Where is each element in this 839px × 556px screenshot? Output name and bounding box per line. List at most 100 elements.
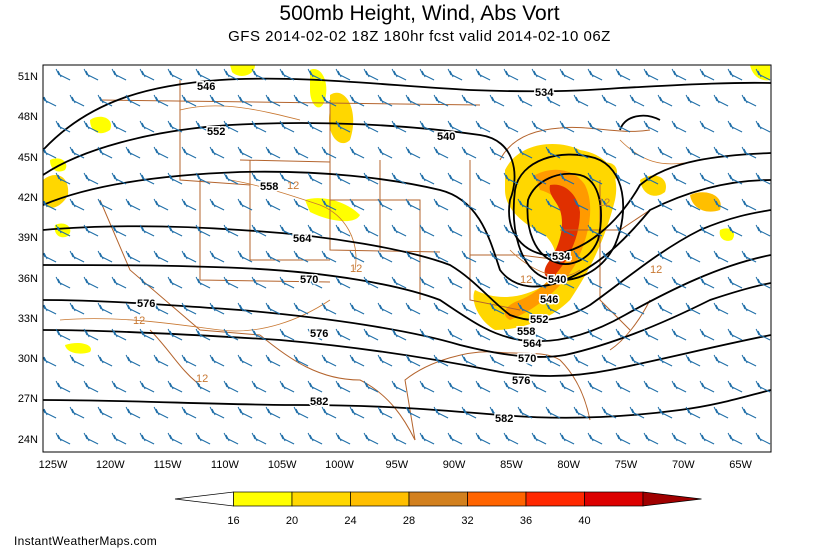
wind-barb (685, 302, 701, 315)
wind-barb (713, 354, 729, 367)
wind-barb (573, 406, 589, 419)
wind-barb (321, 250, 337, 263)
wind-barb (503, 328, 519, 341)
wind-barb (223, 68, 239, 81)
wind-barb (321, 406, 337, 419)
colorbar-tick-label: 20 (285, 515, 299, 527)
wind-barb (573, 302, 589, 315)
wind-barb (671, 432, 687, 445)
wind-barb (335, 276, 351, 289)
wind-barb (55, 68, 71, 81)
wind-barb (531, 380, 547, 393)
wind-barb (755, 68, 771, 81)
wind-barb (307, 68, 323, 81)
wind-barb (237, 198, 253, 211)
longitude-label: 80W (557, 459, 580, 471)
colorbar-segment (350, 491, 410, 507)
wind-barb (559, 224, 575, 237)
wind-barb (181, 302, 197, 315)
wind-barb (83, 68, 99, 81)
wind-barb (181, 250, 197, 263)
wind-barb (251, 224, 267, 237)
wind-barb (657, 354, 673, 367)
latitude-label: 30N (17, 353, 38, 366)
wind-barb (559, 328, 575, 341)
wind-barb (167, 328, 183, 341)
wind-barb (293, 198, 309, 211)
wind-barb (475, 68, 491, 81)
wind-barb (531, 432, 547, 445)
wind-barb (755, 120, 771, 133)
latitude-label: 48N (17, 111, 38, 124)
wind-barb (335, 68, 351, 81)
wind-barb (587, 120, 603, 133)
wind-barb (363, 276, 379, 289)
contour-label: 552 (530, 314, 548, 326)
wind-barb (349, 354, 365, 367)
height-contours (43, 77, 771, 419)
wind-barb (657, 198, 673, 211)
wind-barb (167, 276, 183, 289)
wind-barb (223, 120, 239, 133)
longitude-label: 65W (729, 459, 752, 471)
wind-barb (671, 120, 687, 133)
latitude-label: 36N (17, 272, 38, 285)
wind-barb (111, 68, 127, 81)
wind-barb (307, 380, 323, 393)
wind-barb (307, 276, 323, 289)
wind-barb (601, 146, 617, 159)
wind-barb (699, 68, 715, 81)
wind-barb (615, 172, 631, 185)
wind-barb (447, 68, 463, 81)
wind-barb (181, 146, 197, 159)
wind-barb (755, 224, 771, 237)
wind-barb (601, 354, 617, 367)
contour-label: 570 (518, 353, 536, 365)
wind-barb (307, 328, 323, 341)
wind-barb (321, 198, 337, 211)
longitude-label: 95W (385, 459, 409, 471)
wind-barb (447, 120, 463, 133)
wind-barb (279, 380, 295, 393)
wind-barb (391, 380, 407, 393)
wind-barb (321, 94, 337, 107)
vort-label: 12 (350, 263, 362, 275)
contour-label: 582 (310, 396, 328, 408)
wind-barb (531, 276, 547, 289)
wind-barb (223, 224, 239, 237)
wind-barb (461, 250, 477, 263)
map-subtitle: GFS 2014-02-02 18Z 180hr fcst valid 2014… (228, 28, 611, 45)
vort-label: 12 (650, 264, 662, 276)
wind-barb (363, 68, 379, 81)
wind-barb (657, 94, 673, 107)
vort-label: 12 (196, 373, 208, 385)
wind-barb (503, 68, 519, 81)
wind-barb (727, 120, 743, 133)
wind-barb (447, 432, 463, 445)
wind-barb (125, 198, 141, 211)
wind-barb (69, 146, 85, 159)
wind-barb (111, 224, 127, 237)
wind-barb (727, 276, 743, 289)
wind-barb (209, 146, 225, 159)
wind-barb (83, 224, 99, 237)
wind-barb (321, 354, 337, 367)
wind-barb (573, 354, 589, 367)
wind-barb (335, 380, 351, 393)
wind-barb (503, 120, 519, 133)
wind-barb (167, 432, 183, 445)
contour-label: 576 (137, 298, 155, 310)
wind-barb (741, 146, 757, 159)
wind-barb (685, 198, 701, 211)
wind-barb (321, 302, 337, 315)
map-title: 500mb Height, Wind, Abs Vort (279, 2, 560, 25)
wind-barb (251, 328, 267, 341)
wind-barb (237, 406, 253, 419)
wind-barb (153, 406, 169, 419)
wind-barb (447, 328, 463, 341)
wind-barb (447, 380, 463, 393)
contour-label: 564 (293, 233, 312, 245)
wind-barb (251, 120, 267, 133)
wind-barb (475, 276, 491, 289)
